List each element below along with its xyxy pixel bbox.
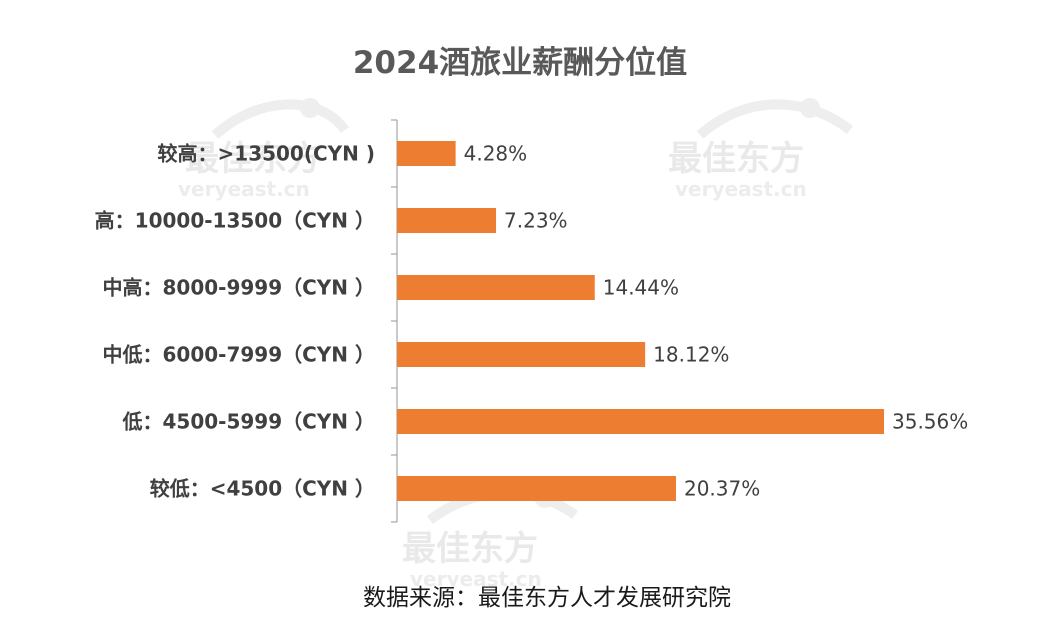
bar (397, 141, 456, 166)
data-label: 14.44% (603, 276, 679, 300)
category-axis (391, 119, 398, 523)
watermark-brand-top-left: 最佳东方 (185, 139, 321, 179)
watermark-domain-top-left: veryeast.cn (178, 177, 310, 201)
data-label: 7.23% (504, 209, 568, 233)
chart-title: 2024酒旅业薪酬分位值 (353, 45, 687, 81)
category-label: 较低：<4500（CYN ） (150, 477, 375, 501)
bar (397, 342, 646, 367)
data-labels: 4.28% 7.23% 14.44% 18.12% 35.56% 20.37% (464, 142, 969, 501)
watermark-logo-top-right: 最佳东方 veryeast.cn (668, 98, 854, 201)
category-label: 高：10000-13500（CYN ） (95, 209, 375, 233)
data-label: 20.37% (684, 477, 760, 501)
category-label: 中低：6000-7999（CYN ） (103, 343, 376, 367)
data-label: 18.12% (653, 343, 729, 367)
watermark-logo-bottom: 最佳东方 veryeast.cn (402, 488, 578, 591)
watermark-brand-top-right: 最佳东方 (668, 139, 804, 179)
category-labels: 较高：>13500(CYN ) 高：10000-13500（CYN ） 中高：800… (95, 142, 375, 501)
watermark-brand-bottom: 最佳东方 (402, 529, 538, 569)
data-label: 35.56% (892, 410, 968, 434)
source-note: 数据来源：最佳东方人才发展研究院 (363, 585, 731, 611)
category-label: 低：4500-5999（CYN ） (122, 410, 376, 434)
category-label: 中高：8000-9999（CYN ） (103, 276, 376, 300)
watermark-logo-top-left: 最佳东方 veryeast.cn (178, 98, 350, 201)
watermark-domain-bottom: veryeast.cn (410, 567, 542, 591)
bar (397, 208, 497, 233)
watermark-group: 最佳东方 veryeast.cn 最佳东方 veryeast.cn 最佳东方 v… (178, 98, 854, 591)
category-label: 较高：>13500(CYN ) (158, 142, 375, 166)
data-label: 4.28% (464, 142, 528, 166)
watermark-domain-top-right: veryeast.cn (675, 177, 807, 201)
bar (397, 409, 884, 434)
bar (397, 275, 595, 300)
bars-group (397, 141, 884, 501)
bar (397, 476, 676, 501)
